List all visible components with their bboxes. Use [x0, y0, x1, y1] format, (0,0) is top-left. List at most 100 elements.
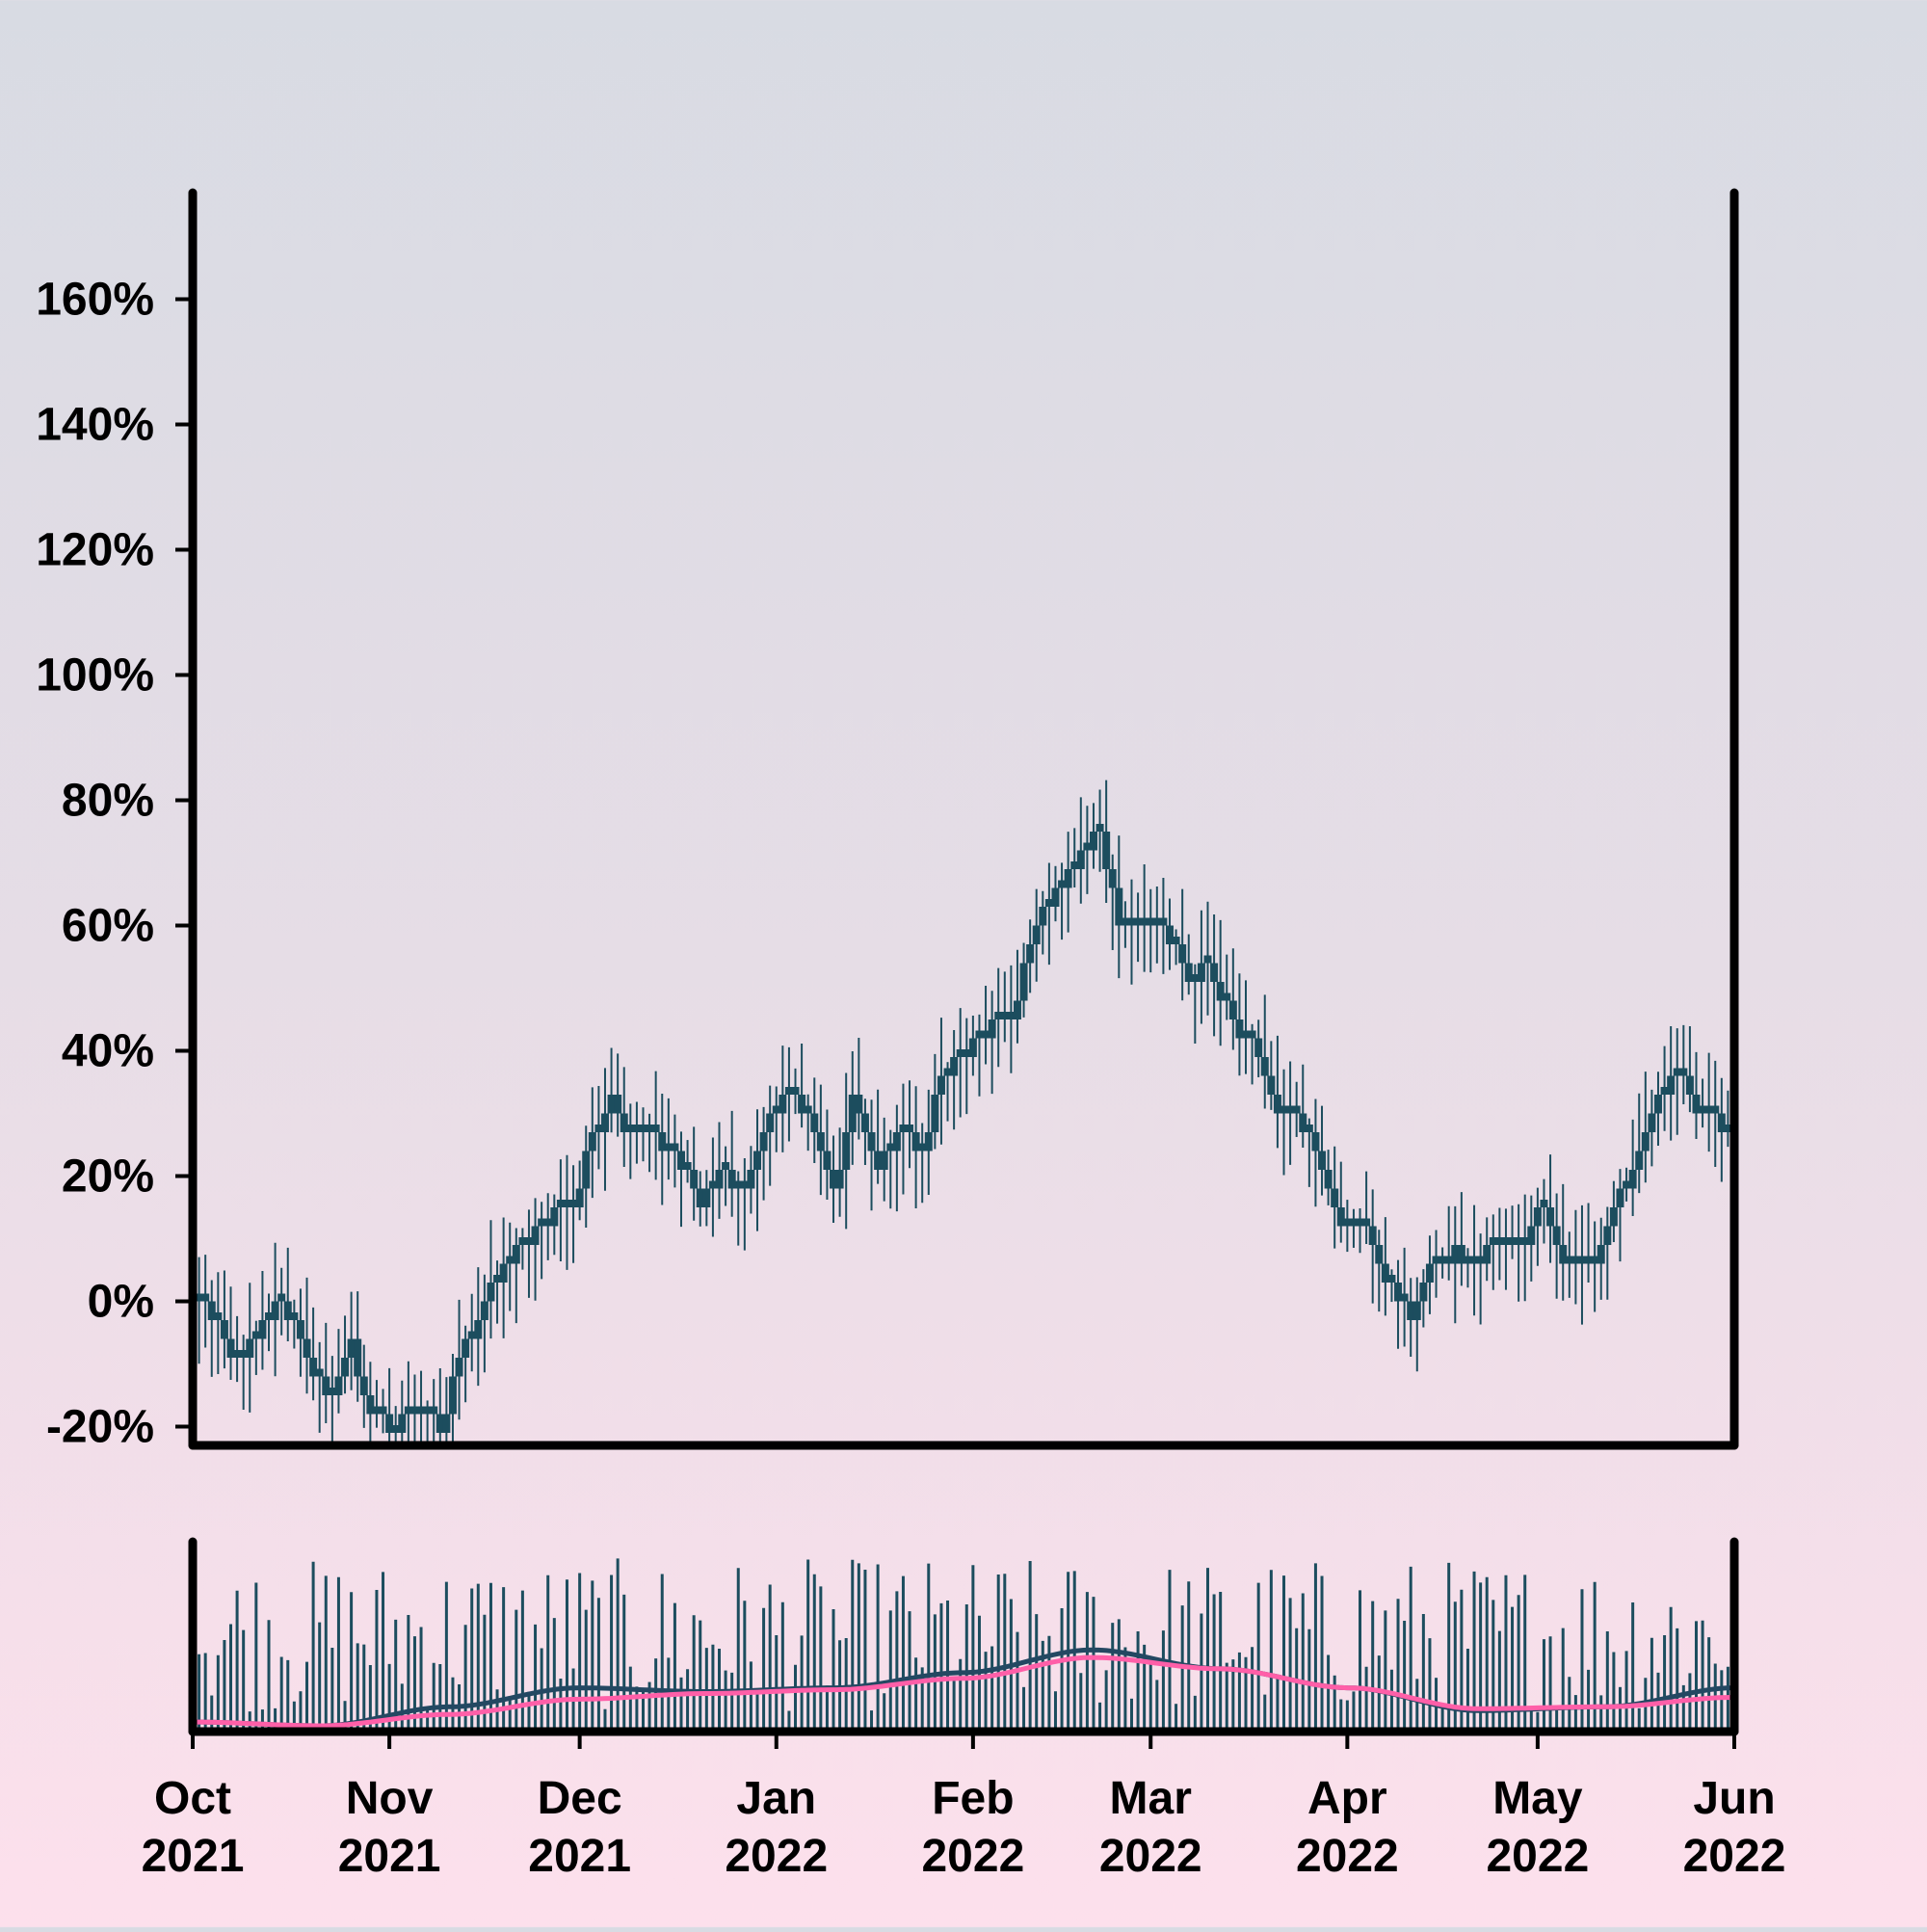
candle-body: [233, 1350, 242, 1358]
candle-body: [538, 1218, 546, 1227]
x-tick-label-year: 2022: [1099, 1831, 1202, 1882]
candle-body: [1368, 1226, 1377, 1245]
candle-body: [1648, 1113, 1656, 1132]
candle-body: [1407, 1301, 1415, 1320]
candle-body: [1483, 1245, 1491, 1264]
candle-body: [874, 1151, 883, 1170]
candle-body: [810, 1113, 819, 1132]
x-tick-label-month: Jan: [736, 1773, 816, 1824]
y-tick-label: 120%: [36, 525, 154, 576]
x-tick-label-month: Dec: [538, 1773, 622, 1824]
candle-body: [506, 1256, 515, 1264]
candle-body: [1400, 1293, 1409, 1302]
candle-body: [448, 1376, 457, 1415]
candle-body: [550, 1207, 559, 1227]
x-tick-label-year: 2022: [1296, 1831, 1399, 1882]
x-axis: Oct 2021 Nov 2021 Dec 2021 Jan 2022 Feb 2022 Mar 20…: [142, 1732, 1785, 1882]
candle-body: [1286, 1105, 1295, 1114]
candle-body: [1356, 1218, 1364, 1227]
candle-body: [290, 1312, 299, 1320]
candle-body: [639, 1125, 647, 1132]
candle-body: [1565, 1256, 1573, 1264]
candle-body: [784, 1087, 793, 1095]
candle-body: [543, 1218, 552, 1227]
candle-body: [1076, 850, 1085, 869]
candle-body: [1641, 1132, 1650, 1151]
candle-body: [690, 1170, 699, 1189]
y-tick-label: 80%: [62, 776, 154, 827]
candle-body: [1552, 1226, 1561, 1245]
price-panel: [188, 188, 1739, 1450]
candle-body: [1685, 1075, 1694, 1095]
candle-body: [341, 1358, 350, 1377]
x-tick-label-month: Jun: [1693, 1773, 1775, 1824]
candle-body: [753, 1151, 762, 1170]
candle-body: [283, 1301, 292, 1320]
candle-body: [1039, 907, 1047, 926]
candle-body: [309, 1358, 318, 1377]
candle-body: [614, 1095, 622, 1114]
candle-body: [1495, 1237, 1504, 1245]
candle-body: [1451, 1245, 1460, 1264]
candle-body: [575, 1188, 584, 1207]
candle-body: [1623, 1180, 1631, 1189]
y-axis: -20% 0% 20% 40% 60% 80% 100% 120% 140% 160%: [36, 275, 193, 1453]
candle-body: [1311, 1132, 1320, 1151]
candle-body: [1533, 1207, 1542, 1227]
candle-body: [747, 1170, 755, 1189]
x-tick-label-year: 2021: [338, 1831, 441, 1882]
candle-body: [462, 1338, 470, 1358]
volume-panel: [188, 1537, 1739, 1736]
x-tick-label-year: 2022: [725, 1831, 828, 1882]
candle-body: [956, 1049, 964, 1057]
candle-body: [626, 1125, 635, 1132]
candle-body: [1007, 1012, 1016, 1019]
candle-body: [791, 1087, 800, 1095]
candle-body: [1609, 1207, 1618, 1227]
candle-body: [1216, 982, 1225, 1001]
candle-body: [277, 1293, 286, 1302]
candle-body: [1540, 1200, 1548, 1207]
candle-body: [518, 1237, 527, 1245]
candle-body: [201, 1293, 210, 1302]
candle-body: [1242, 1030, 1251, 1039]
candle-body: [658, 1132, 667, 1151]
candle-body: [722, 1162, 730, 1170]
candle-body: [556, 1200, 565, 1207]
candle-body: [1584, 1256, 1593, 1264]
candle-body: [855, 1095, 863, 1114]
candle-body: [772, 1105, 780, 1114]
candle-body: [1527, 1226, 1536, 1245]
candle-body: [715, 1170, 724, 1189]
candle-body: [766, 1113, 775, 1132]
candle-body: [1013, 1000, 1021, 1019]
candle-body: [1292, 1105, 1301, 1114]
candle-body: [417, 1406, 426, 1415]
candle-body: [385, 1414, 394, 1433]
candle-body: [1191, 974, 1200, 982]
candle-body: [1134, 917, 1143, 926]
candle-body: [594, 1125, 603, 1132]
x-tick-label-month: Feb: [932, 1773, 1014, 1824]
candle-body: [931, 1095, 939, 1132]
candle-body: [354, 1338, 362, 1377]
candle-body: [391, 1425, 400, 1433]
candle-body: [582, 1151, 591, 1189]
candle-body: [937, 1075, 945, 1095]
candle-body: [480, 1301, 488, 1320]
y-tick-label: 0%: [88, 1277, 154, 1328]
candle-body: [258, 1320, 267, 1339]
candle-body: [207, 1301, 216, 1320]
candle-body: [646, 1125, 654, 1132]
candle-body: [1489, 1237, 1497, 1245]
candle-body: [442, 1414, 451, 1433]
x-tick-label-year: 2021: [528, 1831, 631, 1882]
candle-body: [1444, 1256, 1453, 1264]
candle-body: [734, 1180, 743, 1189]
candle-body: [1628, 1170, 1637, 1189]
candle-body: [1699, 1105, 1707, 1114]
candle-body: [1121, 917, 1129, 926]
x-tick-label-month: May: [1492, 1773, 1583, 1824]
candle-body: [1667, 1075, 1676, 1095]
candle-body: [975, 1030, 984, 1039]
